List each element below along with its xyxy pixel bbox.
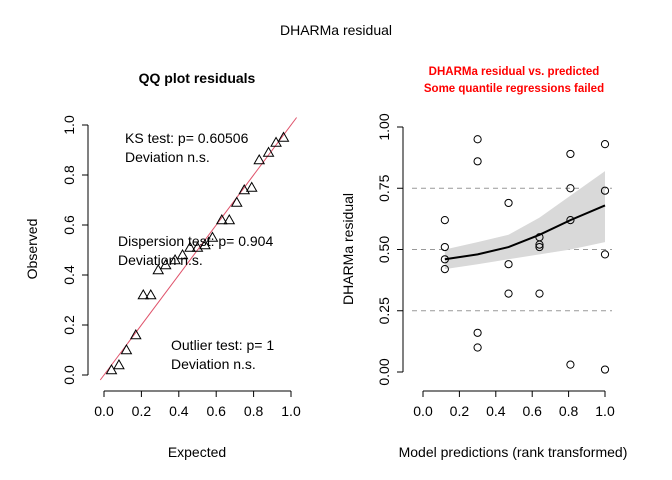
qq-point [144, 288, 157, 300]
qq-point [184, 241, 196, 252]
rp-point [473, 328, 482, 337]
dispersion-deviation-label: Deviation n.s. [118, 252, 203, 268]
rp-y-tick-label: 0.00 [376, 358, 392, 385]
rp-confidence-band [444, 171, 605, 270]
rp-point [535, 289, 544, 298]
qq-point [105, 363, 118, 375]
rp-xlabel: Model predictions (rank transformed) [399, 444, 628, 460]
rp-point [566, 149, 575, 159]
qq-point [270, 136, 282, 147]
figure-title: DHARMa residual [280, 22, 392, 38]
rp-point [473, 343, 482, 352]
qq-x-tick-label: 0.2 [132, 403, 152, 419]
qq-points [105, 131, 290, 375]
rp-x-tick-label: 1.0 [595, 403, 615, 419]
qq-point [129, 328, 142, 340]
rp-point [440, 242, 449, 252]
rp-smooth-line [444, 204, 606, 261]
rp-x-tick-label: 0.6 [522, 403, 542, 419]
qq-point [238, 183, 251, 195]
qq-y-tick-label: 1.0 [61, 115, 77, 135]
qq-point [223, 213, 236, 225]
qq-point [253, 153, 266, 165]
qq-point [215, 213, 228, 225]
qq-reference-line [99, 117, 298, 381]
rp-y-tick-label: 0.75 [376, 174, 392, 201]
ks-test-label: KS test: p= 0.60506 [125, 130, 249, 146]
qq-x-tick-label: 0.6 [206, 403, 226, 419]
qq-x-tick-label: 1.0 [281, 403, 301, 419]
qq-y-tick-label: 0.0 [61, 365, 77, 385]
qq-point [199, 238, 211, 250]
qq-title: QQ plot residuals [139, 70, 256, 86]
ks-deviation-label: Deviation n.s. [125, 149, 210, 165]
rp-axes: 0.0 0.2 0.4 0.6 0.8 1.0 0.00 0.25 0.50 0.75 1.00 [376, 113, 615, 419]
qq-x-tick-label: 0.0 [94, 403, 114, 419]
rp-point [504, 198, 513, 208]
rp-x-tick-label: 0.2 [450, 403, 470, 419]
rp-point [566, 216, 575, 225]
rp-point [440, 216, 449, 225]
qq-axes: 0.0 0.2 0.4 0.6 0.8 1.0 0.0 0.2 0.4 0.6 0.8 1.0 [61, 115, 301, 419]
qq-test-annotations: KS test: p= 0.60506 Deviation n.s. Dispe… [118, 130, 274, 372]
rp-point [504, 289, 513, 298]
rp-subtitle: Some quantile regressions failed [424, 83, 604, 95]
qq-point [245, 181, 258, 192]
rp-y-tick-label: 0.25 [376, 297, 392, 324]
rp-point [440, 265, 449, 274]
rp-point [473, 135, 482, 144]
qq-point [169, 253, 181, 265]
qq-point [152, 263, 165, 275]
rp-point [600, 186, 610, 195]
outlier-test-label: Outlier test: p= 1 [171, 337, 274, 353]
rp-ylabel: DHARMa residual [340, 193, 356, 305]
qq-reference-line-segment [99, 117, 298, 381]
rp-x-tick-label: 0.4 [486, 403, 506, 419]
qq-point [191, 241, 204, 252]
qq-point [230, 196, 243, 207]
rp-title: DHARMa residual vs. predicted [429, 66, 600, 78]
qq-point [176, 248, 189, 260]
residual-vs-predicted-panel: DHARMa residual vs. predicted Some quant… [340, 66, 627, 460]
qq-ylabel: Observed [24, 219, 40, 280]
rp-point [566, 360, 575, 369]
qq-x-tick-label: 0.4 [169, 403, 189, 419]
qq-y-tick-label: 0.8 [61, 165, 77, 185]
qq-point [113, 358, 125, 370]
qq-point [262, 146, 275, 157]
qq-point [159, 258, 172, 270]
rp-point [504, 260, 513, 269]
rp-point [473, 157, 482, 166]
rp-point [566, 184, 575, 193]
rp-point [535, 240, 544, 249]
qq-point [137, 288, 150, 300]
qq-y-tick-label: 0.6 [61, 215, 77, 235]
qq-plot-panel: QQ plot residuals Expected Observed 0.0 0… [24, 70, 301, 460]
outlier-deviation-label: Deviation n.s. [171, 356, 256, 372]
rp-points [440, 135, 610, 374]
rp-point [600, 250, 610, 259]
qq-y-tick-label: 0.2 [61, 315, 77, 335]
rp-smooth-polyline [444, 204, 606, 261]
dispersion-test-label: Dispersion test: p= 0.904 [118, 233, 273, 249]
rp-point [600, 365, 610, 374]
qq-y-tick-label: 0.4 [61, 265, 77, 285]
rp-point [600, 140, 610, 149]
qq-xlabel: Expected [168, 444, 226, 460]
qq-point [277, 131, 290, 142]
qq-point [206, 231, 219, 242]
rp-y-tick-label: 1.00 [376, 113, 392, 140]
rp-y-tick-label: 0.50 [376, 236, 392, 263]
rp-x-tick-label: 0.0 [413, 403, 433, 419]
rp-point [535, 242, 544, 252]
rp-band-area [444, 171, 605, 270]
qq-x-tick-label: 0.8 [244, 403, 264, 419]
qq-point [120, 343, 133, 355]
rp-x-tick-label: 0.8 [559, 403, 579, 419]
